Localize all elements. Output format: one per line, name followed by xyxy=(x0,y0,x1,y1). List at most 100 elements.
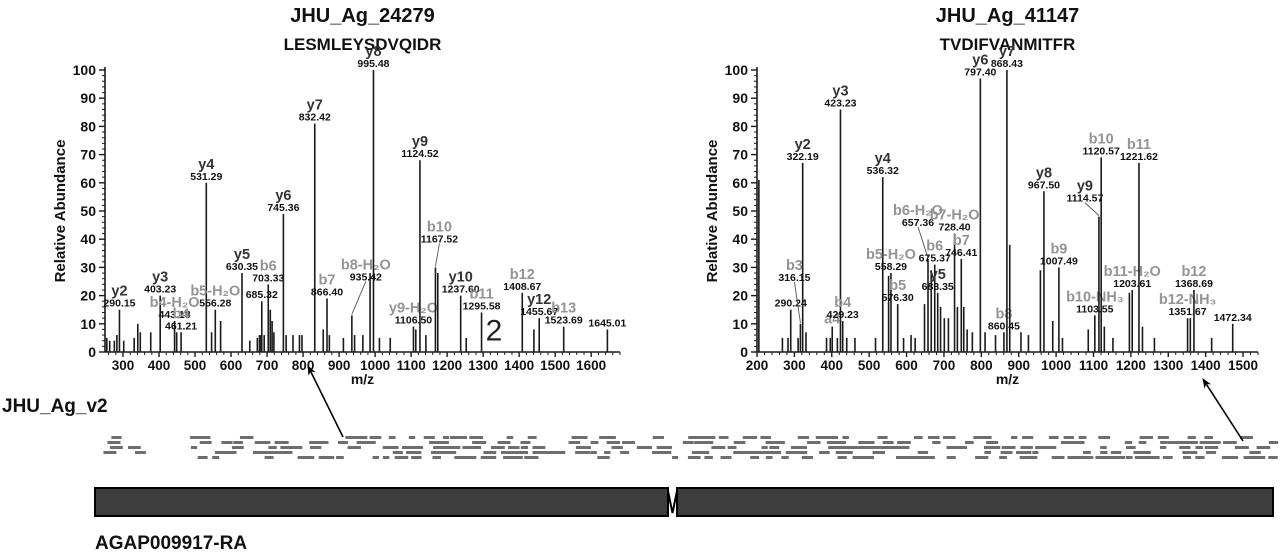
ion-label: y8 xyxy=(1036,165,1052,181)
peptide-dash xyxy=(946,446,954,449)
y-tick-label: 50 xyxy=(732,203,748,219)
peptide-dash xyxy=(999,456,1007,459)
peptide-dash xyxy=(652,436,664,439)
peptide-dash xyxy=(1268,441,1279,444)
peptide-dash xyxy=(372,456,380,459)
x-tick-label: 500 xyxy=(858,358,881,373)
peptide-dash xyxy=(1268,456,1278,459)
x-tick-label: 300 xyxy=(783,358,806,373)
peptide-dash xyxy=(212,456,220,459)
peak-value: 675.37 xyxy=(919,253,951,265)
pointer-arrow xyxy=(307,365,344,438)
peptide-dash xyxy=(1199,441,1210,444)
peptide-dash xyxy=(1125,456,1133,459)
peak-value: 832.42 xyxy=(299,112,331,124)
x-tick-label: 400 xyxy=(148,358,171,373)
ion-label: b6 xyxy=(926,239,943,255)
ion-label: b7-H₂O xyxy=(930,208,980,224)
peptide-dash xyxy=(1160,441,1168,444)
peptide-dash-track xyxy=(103,436,1279,459)
peptide-dash xyxy=(1204,436,1214,439)
y-tick-label: 80 xyxy=(732,118,748,134)
peptide-dash xyxy=(1046,446,1057,449)
peptide-dash xyxy=(444,451,456,454)
peptide-dash xyxy=(203,441,211,444)
peptide-dash xyxy=(327,456,335,459)
peptide-dash xyxy=(727,446,737,449)
peptide-dash xyxy=(1223,441,1237,444)
peptide-dash xyxy=(1019,456,1028,459)
peptide-dash xyxy=(1048,436,1059,439)
ion-label: b13 xyxy=(551,301,576,317)
peptide-dash xyxy=(656,446,670,449)
peptide-dash xyxy=(1100,451,1108,454)
ion-label: y2 xyxy=(795,137,811,153)
peptide-dash xyxy=(454,456,468,459)
pointer-arrow xyxy=(1202,378,1244,442)
x-tick-label: 1500 xyxy=(1228,358,1258,373)
y-tick-label: 10 xyxy=(80,316,96,332)
peptide-dash xyxy=(733,441,745,444)
peptide-dash xyxy=(279,441,289,444)
peptide-dash xyxy=(520,441,531,444)
peptide-dash xyxy=(382,446,391,449)
peptide-dash xyxy=(832,441,847,444)
peptide-dash xyxy=(815,436,830,439)
peptide-dash xyxy=(337,441,348,444)
peptide-dash xyxy=(194,436,204,439)
peptide-dash xyxy=(877,436,888,439)
ion-label: b11 xyxy=(1127,137,1151,153)
ion-label: y9 xyxy=(412,134,428,150)
peptide-dash xyxy=(1187,436,1196,439)
peptide-dash xyxy=(394,456,409,459)
peak-value: 290.24 xyxy=(775,298,807,310)
peptide-dash xyxy=(885,446,897,449)
peptide-dash xyxy=(483,451,497,454)
peptide-dash xyxy=(1100,446,1107,449)
exon-bar xyxy=(676,487,1274,517)
peptide-dash xyxy=(1137,456,1147,459)
peptide-dash xyxy=(318,456,332,459)
peptide-dash xyxy=(514,451,528,454)
peptide-dash xyxy=(309,441,322,444)
peptide-dash xyxy=(103,451,117,454)
peptide-dash xyxy=(801,456,814,459)
ion-label: b4-H₂O xyxy=(150,295,200,311)
peptide-dash xyxy=(1081,456,1094,459)
peptide-dash xyxy=(797,436,809,439)
peak-value: 630.35 xyxy=(226,261,258,273)
peak-value: 1368.69 xyxy=(1175,278,1213,290)
x-tick-label: 900 xyxy=(328,358,351,373)
x-tick-label: 800 xyxy=(970,358,993,373)
peptide-dash xyxy=(896,456,910,459)
peptide-dash xyxy=(1179,446,1191,449)
peptide-dash xyxy=(765,456,773,459)
peak-value: 403.23 xyxy=(144,284,176,296)
peptide-dash xyxy=(1204,446,1215,449)
label-connector xyxy=(351,281,367,315)
peptide-dash xyxy=(431,451,445,454)
peptide-dash xyxy=(429,441,441,444)
peptide-dash xyxy=(926,456,934,459)
peptide-dash xyxy=(688,436,703,439)
peptide-dash xyxy=(364,441,376,444)
peptide-dash xyxy=(790,446,801,449)
peptide-dash xyxy=(712,446,726,449)
peptide-dash xyxy=(356,441,366,444)
peak-value: 995.48 xyxy=(357,58,389,70)
y-tick-label: 100 xyxy=(725,62,749,78)
peptide-dash xyxy=(913,436,923,439)
peptide-dash xyxy=(750,456,760,459)
x-tick-label: 600 xyxy=(220,358,243,373)
label-connector xyxy=(1084,202,1100,216)
peptide-dash xyxy=(1145,456,1158,459)
ion-label: y5 xyxy=(930,267,946,283)
peptide-dash xyxy=(639,446,652,449)
peptide-dash xyxy=(1159,446,1167,449)
peak-value: 536.32 xyxy=(867,165,899,177)
y-tick-label: 0 xyxy=(740,344,748,360)
y-tick-label: 40 xyxy=(80,231,96,247)
peptide-dash xyxy=(256,451,269,454)
